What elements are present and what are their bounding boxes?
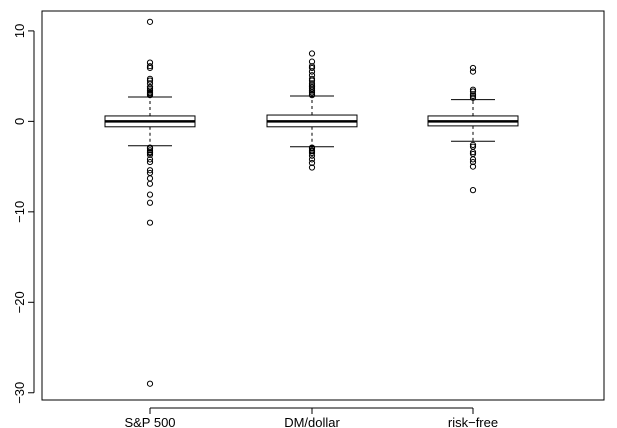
x-tick-label: risk−free [448, 415, 498, 428]
outlier-point [146, 380, 154, 387]
outlier-point [308, 156, 316, 163]
outlier-point [469, 92, 477, 100]
x-tick-label: DM/dollar [284, 415, 340, 428]
box-group [427, 64, 519, 194]
outlier-point [308, 89, 316, 96]
outlier-point [146, 18, 154, 25]
outlier-point [146, 151, 154, 158]
y-tick-label: −20 [12, 291, 27, 313]
outlier-point [308, 87, 316, 94]
outlier-point [308, 68, 316, 75]
outlier-point [146, 167, 154, 174]
outlier-point [469, 91, 477, 98]
outlier-point [469, 141, 477, 148]
outlier-point [469, 64, 477, 72]
y-tick-label: −30 [12, 382, 27, 404]
outlier-point [308, 145, 316, 152]
outlier-point [469, 163, 477, 170]
boxes-layer [104, 18, 519, 387]
outlier-point [146, 219, 154, 226]
outlier-point [308, 149, 316, 157]
outlier-point [469, 68, 477, 75]
outlier-point [146, 63, 154, 70]
plot-frame [41, 10, 605, 401]
x-tick-label: S&P 500 [124, 415, 175, 428]
outlier-point [308, 152, 316, 159]
y-axis: −30 −20 −10 0 10 [12, 24, 35, 404]
box-group [104, 18, 196, 387]
y-tick-label: 10 [12, 24, 27, 38]
outlier-point [469, 149, 477, 156]
outlier-point [146, 75, 154, 82]
outlier-point [146, 87, 154, 94]
outlier-point [308, 92, 316, 99]
outlier-point [146, 147, 154, 154]
outlier-point [308, 58, 316, 65]
outlier-point [308, 75, 316, 82]
outlier-point [308, 159, 316, 167]
outlier-point [146, 175, 154, 182]
outlier-point [469, 88, 477, 95]
outlier-point [146, 158, 154, 166]
outlier-point [146, 149, 154, 157]
outlier-point [469, 156, 477, 163]
outlier-point [469, 187, 477, 194]
outlier-point [146, 92, 154, 99]
outlier-point [146, 64, 154, 72]
outlier-point [308, 148, 316, 155]
box-group [266, 50, 358, 171]
x-axis: S&P 500 DM/dollar risk−free [124, 407, 498, 428]
outlier-point [146, 199, 154, 206]
outlier-point [146, 180, 154, 187]
outlier-point [308, 64, 316, 72]
outlier-point [469, 158, 477, 166]
outlier-point [146, 145, 154, 152]
outlier-point [308, 164, 316, 171]
y-tick-label: 0 [12, 118, 27, 125]
outlier-point [308, 77, 316, 84]
y-tick-label: −10 [12, 201, 27, 223]
outlier-point [146, 191, 154, 198]
outlier-point [308, 50, 316, 57]
outlier-point [469, 86, 477, 93]
outlier-point [469, 94, 477, 101]
outlier-point [146, 77, 154, 84]
outlier-point [146, 156, 154, 163]
